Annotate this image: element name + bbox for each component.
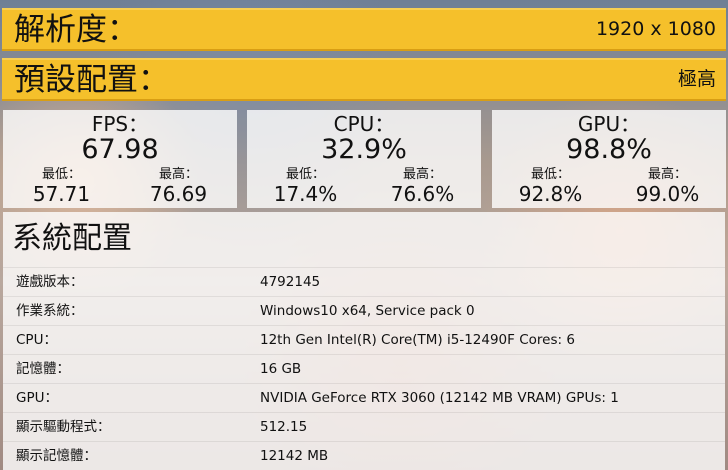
cpu-max-label: 最高： bbox=[402, 167, 442, 182]
spec-row-vram: 顯示記憶體： 12142 MB bbox=[3, 441, 725, 470]
fps-min-value: 57.71 bbox=[32, 182, 91, 206]
gpu-min: 最低： 92.8% bbox=[492, 167, 609, 206]
gpu-max-label: 最高： bbox=[647, 167, 687, 182]
fps-min: 最低： 57.71 bbox=[3, 167, 120, 206]
resolution-label: 解析度： bbox=[14, 12, 138, 48]
spec-key: CPU： bbox=[16, 332, 57, 348]
fps-max-label: 最高： bbox=[158, 167, 198, 182]
spec-key: 作業系統： bbox=[16, 303, 84, 319]
resolution-band: 解析度： 1920 x 1080 bbox=[2, 8, 726, 51]
spec-key: 顯示記憶體： bbox=[16, 448, 97, 464]
cpu-min: 最低： 17.4% bbox=[247, 167, 364, 206]
preset-label: 預設配置： bbox=[14, 62, 169, 98]
spec-value: 16 GB bbox=[260, 361, 302, 377]
spec-key: 遊戲版本： bbox=[16, 274, 84, 290]
gpu-min-label: 最低： bbox=[530, 167, 570, 182]
spec-key: GPU： bbox=[16, 390, 58, 406]
spec-value: 512.15 bbox=[260, 419, 308, 435]
preset-band: 預設配置： 極高 bbox=[2, 58, 726, 101]
spec-row-driver: 顯示驅動程式： 512.15 bbox=[3, 412, 725, 441]
cpu-max-value: 76.6% bbox=[390, 182, 455, 206]
spec-value: NVIDIA GeForce RTX 3060 (12142 MB VRAM) … bbox=[260, 390, 619, 406]
spec-row-cpu: CPU： 12th Gen Intel(R) Core(TM) i5-12490… bbox=[3, 325, 725, 354]
fps-stat-card: FPS： 67.98 最低： 57.71 最高： 76.69 bbox=[3, 110, 237, 208]
cpu-max: 最高： 76.6% bbox=[364, 167, 481, 206]
gpu-max: 最高： 99.0% bbox=[609, 167, 726, 206]
spec-value: 4792145 bbox=[260, 274, 321, 290]
spec-row-gpu: GPU： NVIDIA GeForce RTX 3060 (12142 MB V… bbox=[3, 383, 725, 412]
spec-value: 12142 MB bbox=[260, 448, 329, 464]
spec-row-memory: 記憶體： 16 GB bbox=[3, 354, 725, 383]
cpu-min-label: 最低： bbox=[285, 167, 325, 182]
cpu-min-value: 17.4% bbox=[273, 182, 338, 206]
spec-row-game-version: 遊戲版本： 4792145 bbox=[3, 267, 725, 296]
spec-value: 12th Gen Intel(R) Core(TM) i5-12490F Cor… bbox=[260, 332, 575, 348]
fps-min-label: 最低： bbox=[41, 167, 81, 182]
cpu-title: CPU： bbox=[333, 112, 395, 136]
fps-max-value: 76.69 bbox=[149, 182, 208, 206]
fps-average: 67.98 bbox=[81, 134, 159, 165]
gpu-min-value: 92.8% bbox=[518, 182, 583, 206]
system-config-panel: 系統配置 遊戲版本： 4792145 作業系統： Windows10 x64, … bbox=[3, 212, 725, 470]
spec-row-os: 作業系統： Windows10 x64, Service pack 0 bbox=[3, 296, 725, 325]
resolution-value: 1920 x 1080 bbox=[595, 18, 716, 40]
spec-key: 記憶體： bbox=[16, 361, 70, 377]
gpu-average: 98.8% bbox=[566, 134, 652, 165]
spec-key: 顯示驅動程式： bbox=[16, 419, 111, 435]
gpu-max-value: 99.0% bbox=[635, 182, 700, 206]
spec-value: Windows10 x64, Service pack 0 bbox=[260, 303, 475, 319]
gpu-title: GPU： bbox=[577, 112, 641, 136]
fps-title: FPS： bbox=[91, 112, 149, 136]
preset-value: 極高 bbox=[677, 68, 716, 90]
cpu-stat-card: CPU： 32.9% 最低： 17.4% 最高： 76.6% bbox=[247, 110, 481, 208]
fps-max: 最高： 76.69 bbox=[120, 167, 237, 206]
gpu-stat-card: GPU： 98.8% 最低： 92.8% 最高： 99.0% bbox=[492, 110, 726, 208]
cpu-average: 32.9% bbox=[321, 134, 407, 165]
system-config-title: 系統配置 bbox=[12, 221, 132, 256]
